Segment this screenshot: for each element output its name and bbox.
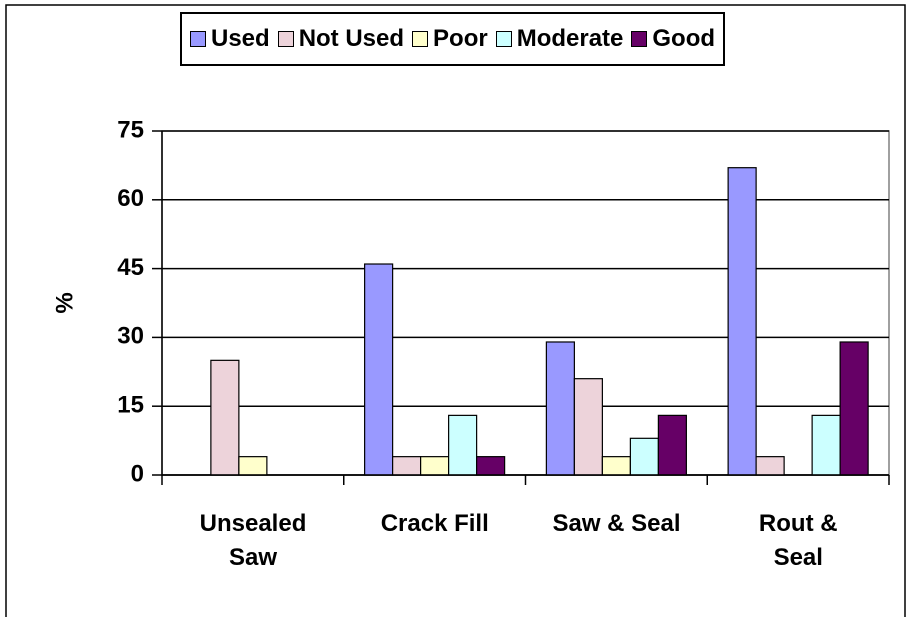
bar — [364, 263, 394, 476]
bar — [573, 378, 603, 476]
y-axis-label: % — [51, 292, 78, 313]
legend-swatch — [631, 31, 648, 47]
bar — [448, 414, 478, 476]
bar — [727, 167, 757, 476]
x-tick-label: Rout & Seal — [758, 510, 838, 571]
x-tick-label: Unsealed Saw — [199, 510, 307, 571]
y-tick-label: 15 — [117, 392, 144, 419]
legend-label: Used — [211, 25, 270, 52]
plot-area — [161, 130, 890, 476]
bar — [811, 414, 841, 476]
y-tick-label: 60 — [117, 185, 144, 212]
legend-item: Good — [631, 25, 715, 53]
legend: Used Not Used Poor Moderate Good — [180, 12, 726, 66]
bar — [629, 437, 659, 476]
legend-item: Not Used — [277, 25, 405, 53]
legend-item: Poor — [412, 25, 488, 53]
bar — [420, 456, 450, 476]
bar — [839, 341, 869, 476]
y-tick-label: 75 — [117, 116, 144, 143]
bar — [392, 456, 422, 476]
y-tick-label: 45 — [117, 254, 144, 281]
bar — [657, 414, 687, 476]
bar — [755, 456, 785, 476]
frame — [5, 4, 906, 617]
legend-label: Moderate — [516, 25, 624, 52]
legend-swatch — [277, 31, 294, 47]
legend-swatch — [495, 31, 512, 47]
y-tick-label: 0 — [131, 460, 144, 487]
bar — [545, 341, 575, 476]
x-tick-label: Crack Fill — [380, 510, 489, 537]
legend-item: Moderate — [495, 25, 624, 53]
legend-item: Used — [190, 25, 270, 53]
y-tick-label: 30 — [117, 323, 144, 350]
bar — [210, 359, 240, 476]
legend-label: Good — [652, 25, 716, 52]
legend-label: Poor — [433, 25, 488, 52]
legend-swatch — [190, 31, 206, 47]
x-tick-label: Saw & Seal — [552, 510, 681, 537]
legend-swatch — [412, 31, 429, 47]
bar — [476, 456, 506, 476]
legend-label: Not Used — [298, 25, 405, 52]
bar — [238, 456, 268, 476]
bar — [601, 456, 631, 476]
